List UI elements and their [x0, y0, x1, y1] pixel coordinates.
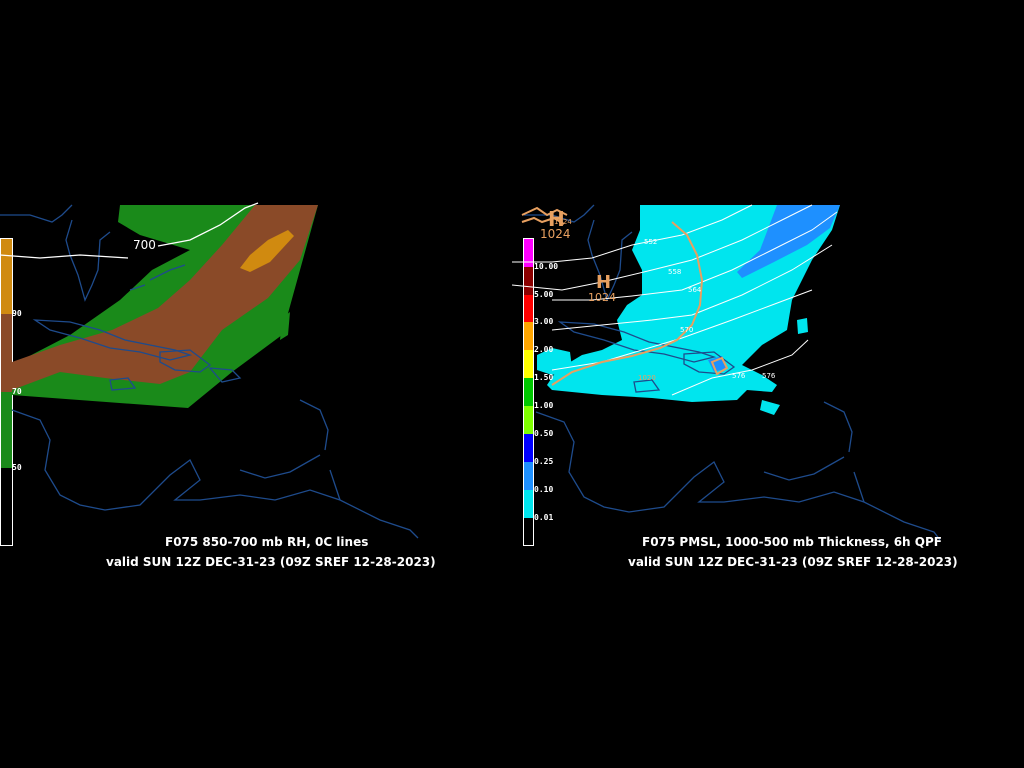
qpf-tick-1-5: 1.50 [534, 373, 554, 382]
qpf-colorbar-segment-1-5 [524, 350, 533, 378]
rh-colorbar-segment-90 [1, 239, 12, 314]
rh-orange-area [240, 230, 294, 272]
thickness-label-570: 570 [680, 326, 694, 334]
pmsl-panel: H 1024 1024 H 1024 552 558 564 570 576 5… [512, 0, 1024, 768]
isobar-label-1024: 1024 [554, 218, 572, 226]
thickness-label-576b: 576 [762, 372, 776, 380]
rh-colorbar-segment-low [1, 468, 12, 545]
high-pressure-value-1: 1024 [540, 227, 571, 241]
isobar-label-1020: 1020 [638, 374, 656, 382]
high-pressure-symbol-1: H [548, 207, 565, 231]
rh-colorbar-tick-50: 50 [12, 463, 22, 472]
freezing-line-label: 700 [133, 238, 156, 252]
qpf-colorbar-segment-2 [524, 322, 533, 350]
rh-coastlines [0, 204, 419, 539]
isobars [521, 206, 729, 386]
qpf-tick-2: 2.00 [534, 345, 554, 354]
rh-map [0, 202, 419, 546]
qpf-colorbar-segment-3 [524, 295, 533, 322]
pmsl-valid-time: valid SUN 12Z DEC-31-23 (09Z SREF 12-28-… [628, 555, 958, 569]
thickness-label-552: 552 [644, 238, 658, 246]
freezing-line [0, 202, 259, 259]
qpf-colorbar-segment-0-01 [524, 490, 533, 518]
pmsl-coastlines [524, 204, 941, 541]
qpf-colorbar-segment-0-1 [524, 462, 533, 490]
pmsl-title: F075 PMSL, 1000-500 mb Thickness, 6h QPF [642, 535, 942, 549]
qpf-colorbar [523, 238, 534, 546]
high-pressure-symbol-2: H [596, 272, 612, 293]
qpf-tick-3: 3.00 [534, 317, 554, 326]
qpf-tick-5: 5.00 [534, 290, 554, 299]
thickness-label-558: 558 [668, 268, 682, 276]
rh-colorbar-segment-70 [1, 314, 12, 392]
rh-title: F075 850-700 mb RH, 0C lines [165, 535, 369, 549]
rh-green-area-extra [280, 312, 290, 340]
qpf-colorbar-segment-0-5 [524, 406, 533, 434]
qpf-tick-0-01: 0.01 [534, 513, 554, 522]
qpf-tick-0-5: 0.50 [534, 429, 554, 438]
qpf-colorbar-segment-0-25 [524, 434, 533, 462]
qpf-tick-10: 10.00 [534, 262, 559, 271]
qpf-colorbar-segment-none [524, 518, 533, 545]
qpf-colorbar-segment-5 [524, 267, 533, 295]
qpf-colorbar-segment-10 [524, 239, 533, 267]
rh-panel: 700 90 70 50 F075 850-700 mb RH, 0C line… [0, 202, 436, 569]
rh-colorbar [0, 238, 13, 546]
rh-valid-time: valid SUN 12Z DEC-31-23 (09Z SREF 12-28-… [106, 555, 436, 569]
rh-brown-area [12, 205, 318, 390]
rh-colorbar-tick-90: 90 [12, 309, 22, 318]
qpf-tick-0-1: 0.10 [534, 485, 554, 494]
thickness-label-576a: 576 [732, 372, 746, 380]
pmsl-map [512, 204, 941, 546]
qpf-tick-1: 1.00 [534, 401, 554, 410]
rh-colorbar-segment-50 [1, 392, 12, 468]
qpf-tick-0-25: 0.25 [534, 457, 554, 466]
thickness-label-564: 564 [688, 286, 702, 294]
high-pressure-value-2: 1024 [588, 291, 616, 304]
qpf-colorbar-segment-1 [524, 378, 533, 406]
rh-colorbar-tick-70: 70 [12, 387, 22, 396]
